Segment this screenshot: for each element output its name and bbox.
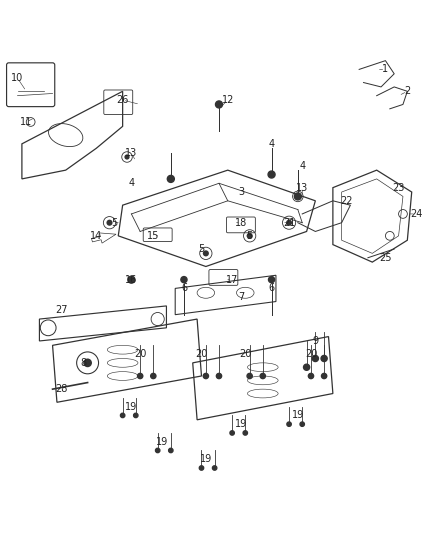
Text: 4: 4: [268, 139, 275, 149]
Text: 4: 4: [299, 161, 305, 171]
Text: 24: 24: [410, 209, 422, 219]
Circle shape: [167, 175, 174, 182]
Circle shape: [295, 194, 300, 199]
Text: 26: 26: [117, 95, 129, 105]
Circle shape: [155, 448, 160, 453]
Text: 1: 1: [382, 64, 389, 75]
Text: 10: 10: [11, 73, 24, 83]
Circle shape: [300, 422, 304, 426]
Circle shape: [203, 251, 209, 256]
Text: 23: 23: [392, 183, 405, 192]
Circle shape: [138, 374, 143, 378]
Text: 18: 18: [235, 217, 247, 228]
Circle shape: [128, 276, 135, 283]
Text: 8: 8: [80, 358, 86, 368]
Circle shape: [294, 193, 301, 200]
Text: 5: 5: [198, 244, 205, 254]
Text: 19: 19: [200, 454, 212, 464]
Circle shape: [83, 359, 92, 367]
Circle shape: [216, 374, 222, 378]
Text: 22: 22: [340, 196, 352, 206]
Text: 20: 20: [305, 349, 317, 359]
Circle shape: [199, 466, 204, 470]
Text: 3: 3: [238, 187, 244, 197]
Text: 19: 19: [235, 419, 247, 429]
Circle shape: [212, 466, 217, 470]
Text: 21: 21: [283, 217, 295, 228]
Text: 5: 5: [247, 231, 253, 241]
Text: 19: 19: [156, 437, 168, 447]
Text: 19: 19: [292, 410, 304, 421]
Circle shape: [134, 413, 138, 418]
Text: 2: 2: [404, 86, 410, 96]
Text: 6: 6: [268, 284, 275, 293]
Circle shape: [312, 356, 318, 361]
Text: 5: 5: [111, 217, 117, 228]
Text: 20: 20: [134, 349, 146, 359]
Text: 14: 14: [90, 231, 102, 241]
Text: 7: 7: [238, 292, 244, 302]
Circle shape: [260, 374, 265, 378]
Text: 11: 11: [20, 117, 32, 127]
Circle shape: [203, 374, 208, 378]
Circle shape: [169, 448, 173, 453]
Circle shape: [321, 356, 327, 361]
Circle shape: [247, 233, 253, 239]
Text: 20: 20: [239, 349, 251, 359]
Circle shape: [124, 155, 130, 159]
Text: 20: 20: [195, 349, 208, 359]
Text: 15: 15: [147, 231, 159, 241]
Circle shape: [215, 101, 223, 108]
Text: 19: 19: [125, 402, 138, 411]
Circle shape: [304, 364, 310, 370]
Circle shape: [181, 277, 187, 282]
Text: 17: 17: [226, 274, 238, 285]
Text: 28: 28: [55, 384, 67, 394]
Text: 6: 6: [181, 284, 187, 293]
Circle shape: [268, 277, 275, 282]
Circle shape: [120, 413, 125, 418]
Circle shape: [268, 171, 275, 178]
Circle shape: [247, 374, 252, 378]
Text: 16: 16: [125, 274, 138, 285]
Circle shape: [287, 422, 291, 426]
Text: 13: 13: [125, 148, 138, 158]
Text: 9: 9: [312, 336, 318, 346]
Circle shape: [151, 374, 156, 378]
Circle shape: [106, 220, 113, 226]
Text: 27: 27: [55, 305, 67, 316]
Circle shape: [286, 220, 292, 226]
Circle shape: [243, 431, 247, 435]
Circle shape: [321, 374, 327, 378]
Circle shape: [230, 431, 234, 435]
Text: 13: 13: [296, 183, 308, 192]
Text: 12: 12: [222, 95, 234, 105]
Circle shape: [308, 374, 314, 378]
Text: 25: 25: [379, 253, 392, 263]
Text: 4: 4: [128, 178, 134, 188]
